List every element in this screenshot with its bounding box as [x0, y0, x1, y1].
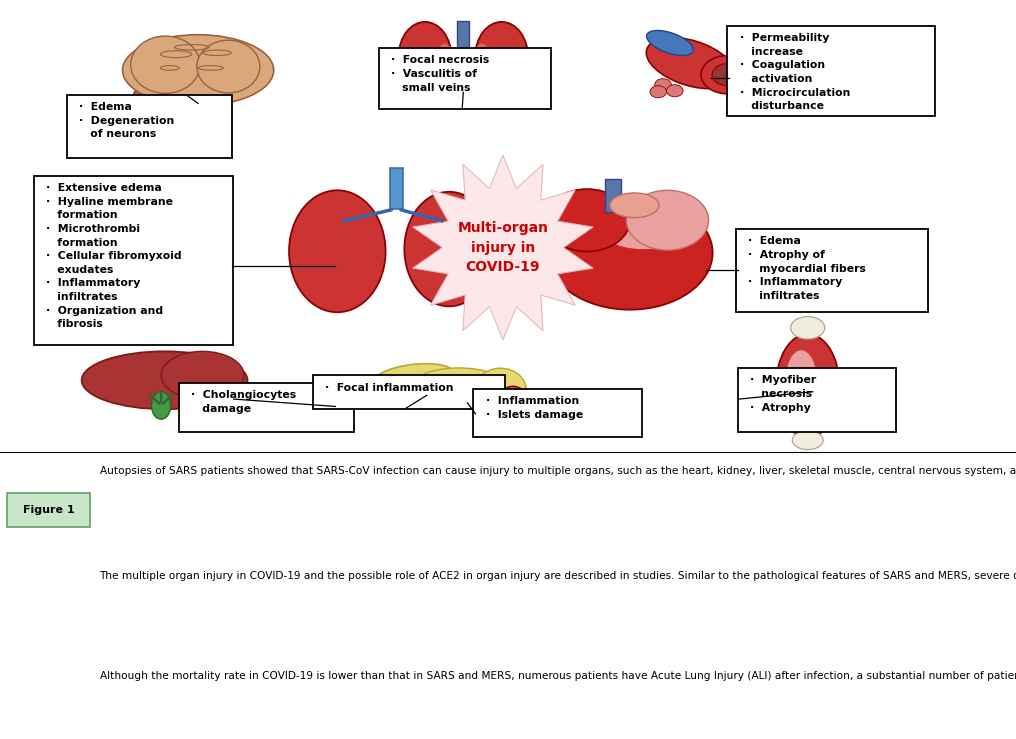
Bar [390, 168, 402, 209]
Ellipse shape [646, 30, 693, 55]
Circle shape [701, 55, 754, 94]
Ellipse shape [398, 22, 451, 92]
Ellipse shape [415, 368, 504, 401]
Ellipse shape [474, 44, 489, 70]
Text: Although the mortality rate in COVID-19 is lower than that in SARS and MERS, num: Although the mortality rate in COVID-19 … [100, 671, 1016, 681]
Circle shape [712, 64, 743, 86]
Ellipse shape [498, 386, 528, 418]
Ellipse shape [792, 431, 823, 449]
Text: Figure 1: Figure 1 [23, 505, 74, 515]
Circle shape [654, 78, 672, 91]
FancyArrowPatch shape [343, 210, 391, 221]
Ellipse shape [151, 392, 171, 419]
Circle shape [650, 86, 666, 98]
Ellipse shape [197, 40, 260, 93]
Ellipse shape [594, 194, 693, 249]
Ellipse shape [290, 190, 386, 312]
Ellipse shape [646, 38, 735, 89]
Circle shape [545, 189, 630, 251]
Ellipse shape [133, 81, 187, 109]
Ellipse shape [131, 36, 200, 93]
Ellipse shape [497, 390, 516, 413]
FancyBboxPatch shape [179, 383, 354, 432]
Ellipse shape [785, 350, 817, 409]
Ellipse shape [776, 334, 839, 437]
FancyBboxPatch shape [67, 95, 232, 158]
Ellipse shape [548, 196, 712, 310]
Bar [457, 21, 469, 107]
Text: ·  Edema
·  Degeneration
   of neurons: · Edema · Degeneration of neurons [79, 102, 175, 139]
Text: Multi-organ
injury in
COVID-19: Multi-organ injury in COVID-19 [457, 221, 549, 274]
Circle shape [626, 191, 708, 251]
Ellipse shape [404, 191, 494, 306]
FancyArrowPatch shape [149, 394, 160, 403]
Text: ·  Focal necrosis
·  Vasculitis of
   small veins: · Focal necrosis · Vasculitis of small v… [391, 55, 490, 92]
Polygon shape [412, 155, 593, 340]
FancyArrowPatch shape [401, 210, 442, 221]
Ellipse shape [373, 364, 455, 393]
FancyBboxPatch shape [34, 176, 233, 345]
Text: ·  Focal inflammation: · Focal inflammation [325, 383, 453, 393]
FancyBboxPatch shape [313, 375, 505, 409]
FancyArrowPatch shape [164, 394, 173, 403]
FancyBboxPatch shape [473, 389, 642, 437]
Ellipse shape [610, 193, 659, 218]
Bar [605, 180, 621, 212]
Ellipse shape [790, 316, 825, 339]
FancyBboxPatch shape [7, 493, 90, 527]
Text: ·  Inflammation
·  Islets damage: · Inflammation · Islets damage [486, 396, 583, 420]
Ellipse shape [475, 22, 528, 92]
FancyBboxPatch shape [738, 368, 896, 432]
Ellipse shape [81, 351, 248, 409]
Text: ·  Permeability
   increase
·  Coagulation
   activation
·  Microcirculation
   : · Permeability increase · Coagulation ac… [740, 33, 850, 112]
Text: ·  Extensive edema
·  Hyaline membrane
   formation
·  Microthrombi
   formation: · Extensive edema · Hyaline membrane for… [46, 183, 181, 330]
FancyBboxPatch shape [379, 48, 551, 109]
Text: ·  Edema
·  Atrophy of
   myocardial fibers
·  Inflammatory
   infiltrates: · Edema · Atrophy of myocardial fibers ·… [748, 236, 866, 301]
Ellipse shape [123, 35, 273, 106]
Ellipse shape [438, 44, 452, 70]
Circle shape [666, 85, 683, 97]
Text: The multiple organ injury in COVID-19 and the possible role of ACE2 in organ inj: The multiple organ injury in COVID-19 an… [100, 571, 1016, 581]
Ellipse shape [474, 368, 526, 412]
FancyBboxPatch shape [727, 26, 935, 116]
Text: ·  Myofiber
   necrosis
·  Atrophy: · Myofiber necrosis · Atrophy [750, 375, 816, 412]
Text: Autopsies of SARS patients showed that SARS-CoV infection can cause injury to mu: Autopsies of SARS patients showed that S… [100, 466, 1016, 476]
Ellipse shape [162, 351, 244, 399]
Text: ·  Cholangiocytes
   damage: · Cholangiocytes damage [191, 390, 296, 414]
FancyBboxPatch shape [736, 229, 928, 312]
